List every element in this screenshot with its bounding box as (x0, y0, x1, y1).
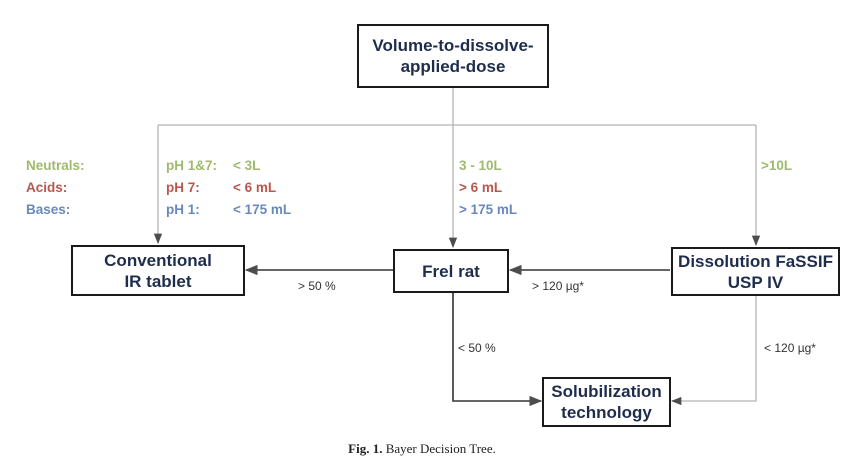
volume-to-dissolve-box: Volume-to-dissolve- applied-dose (357, 24, 549, 88)
edge-label-less-120: < 120 µg* (764, 341, 816, 355)
solubilization-technology-box: Solubilization technology (542, 377, 671, 427)
neutrals-middle-threshold: 3 - 10L (459, 158, 502, 173)
dissolution-to-solubilization (670, 296, 757, 406)
frel-to-solubilization-arrow (452, 293, 543, 407)
bases-left-threshold: < 175 mL (233, 202, 292, 217)
edge-label-less-50: < 50 % (458, 341, 496, 355)
neutrals-label: Neutrals: (26, 158, 85, 173)
figure-caption: Fig. 1. Bayer Decision Tree. (0, 441, 844, 457)
bases-label: Bases: (26, 202, 71, 217)
edge-label-greater-50: > 50 % (298, 279, 336, 293)
bases-ph-label: pH 1: (166, 202, 200, 217)
conventional-ir-tablet-box: Conventional IR tablet (71, 245, 245, 296)
neutrals-ph-label: pH 1&7: (166, 158, 218, 173)
acids-ph-label: pH 7: (166, 180, 200, 195)
acids-left-threshold: < 6 mL (233, 180, 277, 195)
acids-middle-threshold: > 6 mL (459, 180, 503, 195)
dissolution-fassif-box: Dissolution FaSSIF USP IV (671, 247, 840, 296)
frel-rat-box: Frel rat (393, 249, 509, 293)
acids-label: Acids: (26, 180, 68, 195)
neutrals-right-threshold: >10L (761, 158, 793, 173)
caption-label: Fig. 1. (348, 441, 383, 456)
bases-middle-threshold: > 175 mL (459, 202, 518, 217)
caption-text: Bayer Decision Tree. (385, 441, 496, 456)
edge-label-greater-120: > 120 µg* (532, 279, 584, 293)
neutrals-left-threshold: < 3L (233, 158, 261, 173)
